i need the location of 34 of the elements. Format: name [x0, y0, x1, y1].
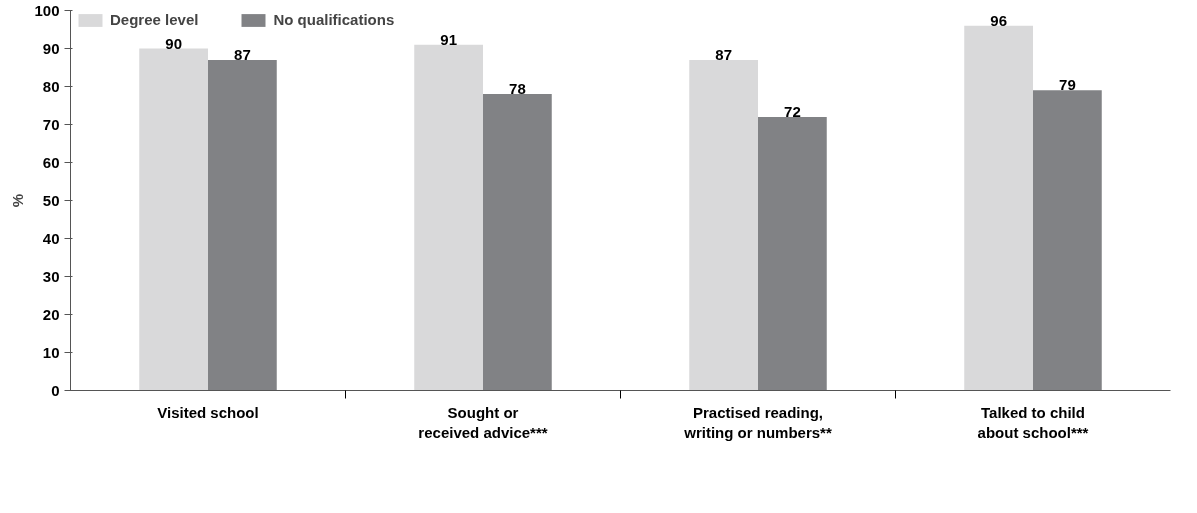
x-tick-label: Sought or received advice*** [418, 403, 548, 441]
data-label: 90 [165, 34, 182, 52]
bar [208, 59, 277, 391]
data-label: 87 [234, 45, 251, 63]
bar [414, 44, 483, 391]
y-tick-label: 60 [42, 153, 60, 171]
bar [689, 59, 758, 391]
y-tick-label: 100 [34, 1, 60, 19]
bar [1033, 90, 1102, 391]
legend-label: Degree level [110, 11, 199, 28]
data-label: 79 [1059, 76, 1076, 94]
y-tick-label: 70 [42, 115, 60, 133]
x-tick-label: Talked to child about school*** [977, 403, 1089, 441]
data-label: 87 [715, 45, 732, 63]
y-tick-label: 90 [42, 39, 60, 57]
bar [964, 25, 1033, 391]
data-label: 91 [440, 30, 457, 48]
data-label: 78 [509, 80, 526, 98]
y-tick-label: 50 [42, 191, 60, 209]
legend-label: No qualifications [273, 11, 395, 28]
y-axis-title: % [9, 193, 27, 208]
x-tick-label: Practised reading, writing or numbers** [683, 403, 832, 441]
y-tick-label: 20 [42, 305, 60, 323]
y-tick-label: 10 [42, 343, 60, 361]
y-tick-label: 80 [42, 77, 60, 95]
bar [483, 94, 552, 391]
bar [758, 116, 827, 391]
y-tick-label: 40 [42, 229, 60, 247]
data-label: 96 [990, 11, 1007, 29]
data-label: 72 [784, 102, 801, 120]
y-tick-label: 30 [42, 267, 60, 285]
bar [139, 48, 208, 391]
x-tick-label: Visited school [157, 403, 259, 421]
y-tick-label: 0 [51, 381, 60, 399]
